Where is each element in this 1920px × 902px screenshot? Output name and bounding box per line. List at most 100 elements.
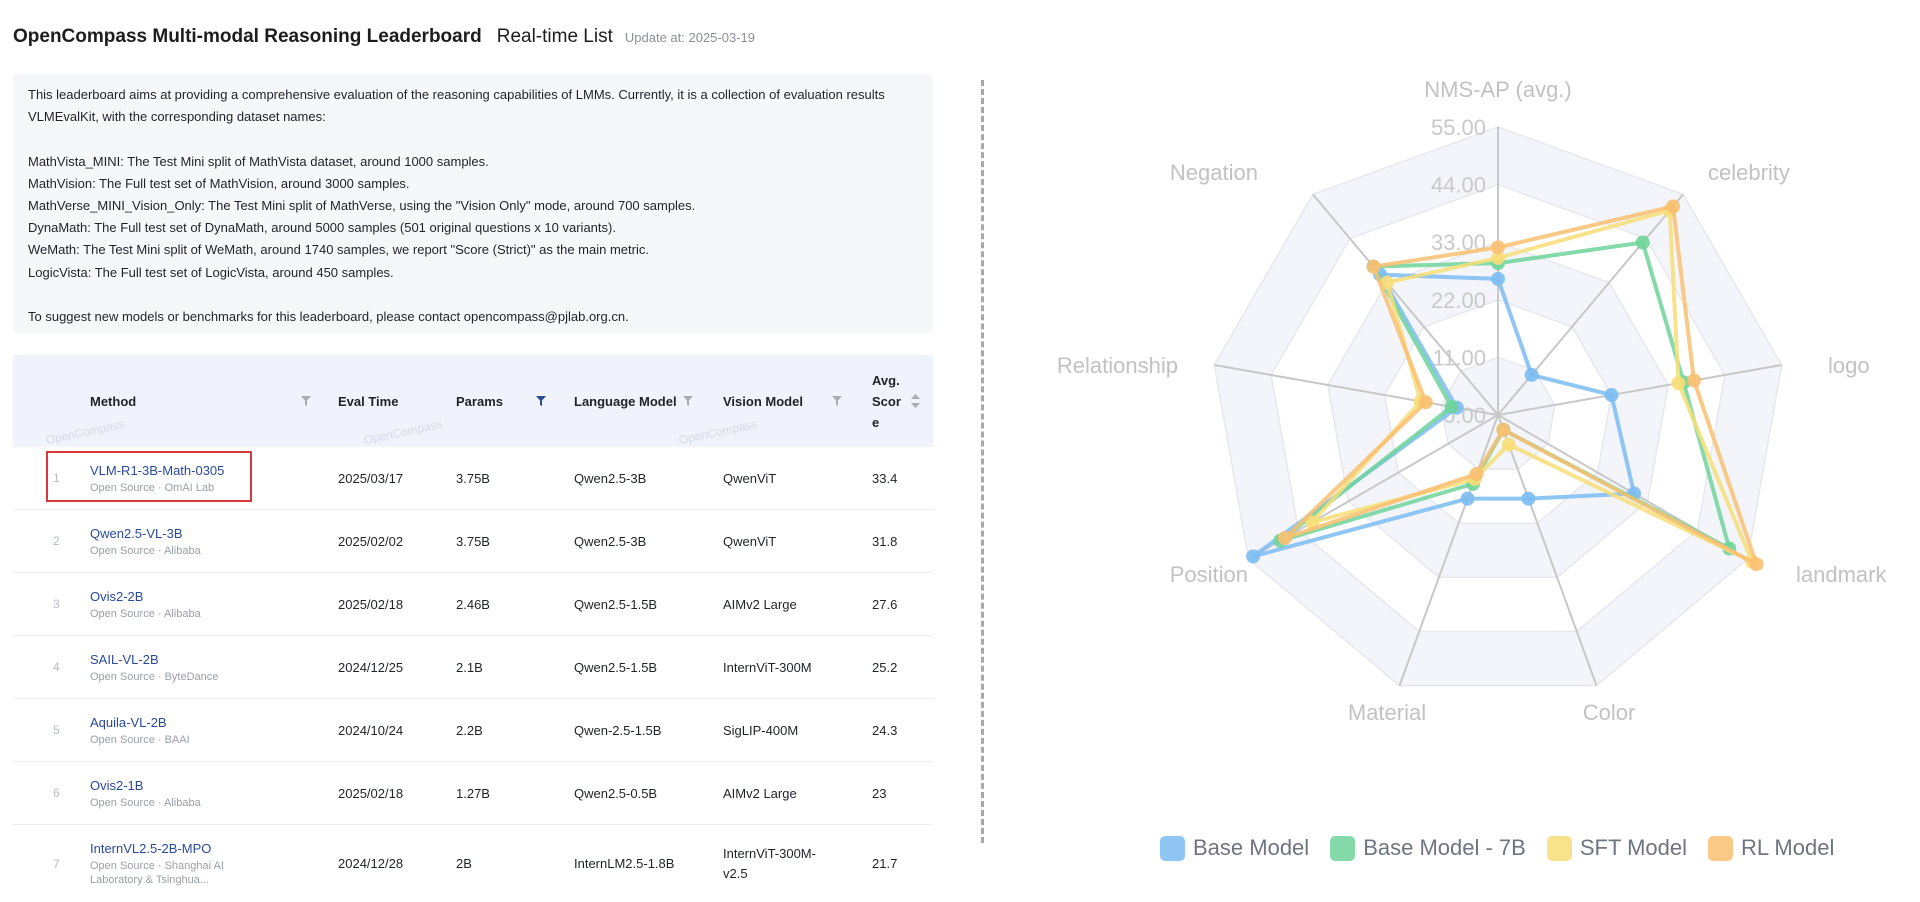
table-row[interactable]: 1 VLM-R1-3B-Math-0305 Open Source · OmAI… [13,447,933,510]
avg-score: 24.3 [872,722,898,738]
column-header-method[interactable]: Method [90,393,137,409]
dataset-logicvista: LogicVista: The Full test set of LogicVi… [28,264,394,280]
model-name-link[interactable]: InternVL2.5-2B-MPO [90,841,212,856]
rank: 3 [53,597,60,611]
table-row[interactable]: 6 Ovis2-1B Open Source · Alibaba 2025/02… [13,762,933,825]
radar-tick-label: 44.00 [1431,173,1486,198]
radar-data-point [1521,491,1536,506]
model-name-link[interactable]: Aquila-VL-2B [90,714,167,730]
radar-data-point [1366,259,1381,274]
legend-label: RL Model [1741,835,1835,860]
radar-tick-label: 11.00 [1433,345,1486,370]
dataset-mathvista: MathVista_MINI: The Test Mini split of M… [28,153,489,169]
eval-time: 2025/02/18 [338,785,404,801]
model-name-link[interactable]: Ovis2-1B [90,777,144,793]
radar-data-point [1604,387,1619,402]
radar-data-point [1246,549,1261,564]
radar-data-point [1671,376,1686,391]
legend-swatch [1160,835,1185,861]
radar-data-point [1524,367,1539,382]
radar-data-point [1379,275,1394,290]
list-subtitle: Real-time List [496,26,613,47]
page-header: OpenCompass Multi-modal Reasoning Leader… [13,26,755,48]
language-model: InternLM2.5-1.8B [574,856,675,871]
radar-axis-label: Color [1583,700,1636,725]
filter-icon[interactable] [683,396,693,406]
language-model: Qwen2.5-3B [574,533,647,549]
legend-swatch [1546,835,1572,861]
radar-axis-label: Negation [1170,160,1258,185]
table-row[interactable]: 3 Ovis2-2B Open Source · Alibaba 2025/02… [13,573,933,636]
avg-score: 31.8 [872,533,898,549]
radar-data-point [1496,422,1511,437]
radar-axis-label: landmark [1796,562,1887,587]
vision-model-cont: v2.5 [723,865,748,881]
rank: 4 [53,660,60,674]
params: 2.1B [456,659,483,675]
model-name-link[interactable]: VLM-R1-3B-Math-0305 [90,462,225,478]
params: 3.75B [456,533,490,549]
avg-score: 25.2 [872,659,898,675]
dataset-mathvision: MathVision: The Full test set of MathVis… [28,175,410,191]
table-row[interactable]: 5 Aquila-VL-2B Open Source · BAAI 2024/1… [13,699,933,762]
model-name-link[interactable]: Qwen2.5-VL-3B [90,525,183,541]
column-header-eval-time[interactable]: Eval Time [338,393,399,409]
model-name-link[interactable]: Ovis2-2B [90,588,144,604]
chart-legend: Base Model Base Model - 7B SFT Model RL … [1160,835,1855,861]
legend-label: Base Model [1193,835,1310,860]
legend-item-sft-model[interactable]: SFT Model [1546,835,1687,861]
radar-data-point [1444,399,1459,414]
model-source: Open Source · Alibaba [90,607,201,620]
model-name-link[interactable]: SAIL-VL-2B [90,651,159,667]
table-header: OpenCompass OpenCompass OpenCompass Meth… [13,355,933,447]
radar-data-point [1460,491,1475,506]
rank: 2 [53,534,60,548]
filter-icon[interactable] [832,396,842,406]
vision-model: QwenViT [723,533,777,549]
vision-model: QwenViT [723,470,777,486]
divider [981,80,984,843]
column-header-vision-model[interactable]: Vision Model [723,393,803,409]
radar-data-point [1501,437,1516,452]
eval-time: 2025/02/18 [338,596,404,612]
radar-axis-label: Position [1170,562,1248,587]
rank: 1 [53,471,60,485]
rank: 6 [53,786,60,800]
radar-data-point [1635,235,1650,250]
table-row[interactable]: 7 InternVL2.5-2B-MPO Open Source · Shang… [13,825,933,902]
eval-time: 2024/12/25 [338,659,404,675]
column-header-language-model[interactable]: Language Model [574,393,677,409]
column-header-params[interactable]: Params [456,393,503,409]
legend-swatch [1708,835,1734,861]
vision-model: AIMv2 Large [723,596,797,612]
legend-item-rl-model[interactable]: RL Model [1708,835,1834,861]
params: 1.27B [456,785,490,801]
dataset-dynamath: DynaMath: The Full test set of DynaMath,… [28,220,616,236]
model-source: Open Source · Shanghai AI [90,860,224,872]
rank: 7 [53,856,60,871]
legend-item-base-model-7b[interactable]: Base Model - 7B [1330,835,1526,861]
radar-data-point [1686,373,1701,388]
legend-item-base-model[interactable]: Base Model [1160,835,1309,861]
params: 2B [456,856,472,871]
language-model: Qwen-2.5-1.5B [574,722,662,738]
radar-axis-line [1497,364,1782,416]
description-panel: This leaderboard aims at providing a com… [13,74,933,333]
description-intro-cont: VLMEvalKit, with the corresponding datas… [28,109,326,125]
model-source: Open Source · OmAI Lab [90,481,215,494]
filter-icon[interactable] [301,396,311,406]
model-source: Open Source · Alibaba [90,544,201,557]
sort-icon[interactable] [911,394,920,408]
model-source: Open Source · Alibaba [90,796,201,809]
table-row[interactable]: 2 Qwen2.5-VL-3B Open Source · Alibaba 20… [13,510,933,573]
radar-axis-line [1497,414,1598,686]
top-rank-highlight [46,451,252,502]
radar-data-point [1277,531,1292,546]
filter-active-icon[interactable] [536,396,546,406]
legend-label: Base Model - 7B [1363,835,1526,860]
avg-score: 27.6 [872,596,898,612]
contact-note: To suggest new models or benchmarks for … [28,309,629,324]
table-row[interactable]: 4 SAIL-VL-2B Open Source · ByteDance 202… [13,636,933,699]
column-header-avg-score[interactable]: Avg. Scor e [872,372,901,430]
